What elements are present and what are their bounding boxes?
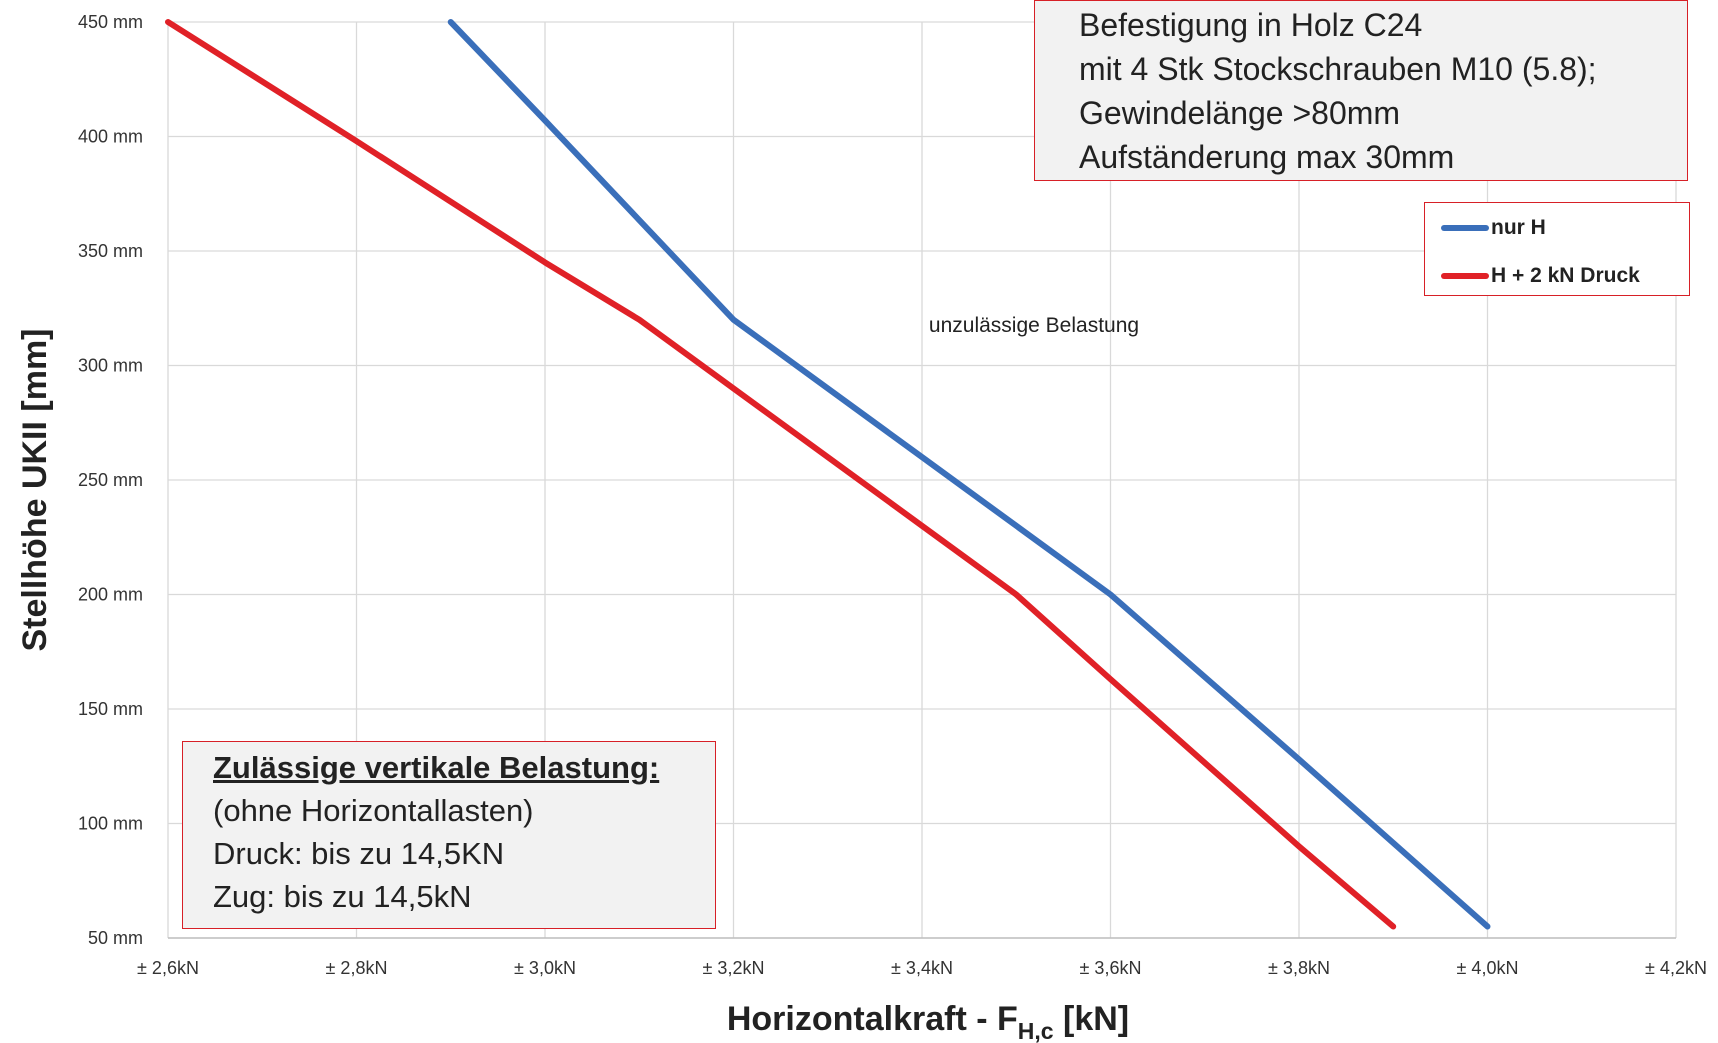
legend: nur H H + 2 kN Druck [1424,202,1690,296]
x-tick-label: ± 3,4kN [891,958,953,978]
legend-item-nur-h: nur H [1441,213,1546,243]
x-axis-ticks: ± 2,6kN ± 2,8kN ± 3,0kN ± 3,2kN ± 3,4kN ± 3,6… [137,958,1707,978]
legend-label: nur H [1491,216,1546,239]
vertical-load-line-1: (ohne Horizontallasten) [213,793,534,828]
series-line-1 [447,19,1491,930]
x-tick-label: ± 2,6kN [137,958,199,978]
x-axis-title-unit: [kN] [1054,1000,1130,1038]
y-axis-ticks: 50 mm 100 mm 150 mm 200 mm 250 mm 300 mm 350 m… [78,12,143,948]
grid-lines [167,21,1677,939]
legend-item-h-druck: H + 2 kN Druck [1441,261,1640,291]
x-axis-title-main: Horizontalkraft - F [727,1000,1018,1038]
legend-swatch-red [1441,273,1489,279]
x-tick-label: ± 3,0kN [514,958,576,978]
x-tick-label: ± 3,6kN [1080,958,1142,978]
x-tick-label: ± 4,2kN [1645,958,1707,978]
x-tick-label: ± 3,8kN [1268,958,1330,978]
vertical-load-line-2: Druck: bis zu 14,5KN [213,836,505,871]
vertical-load-box: Zulässige vertikale Belastung: (ohne Hor… [182,741,716,929]
y-tick-label: 350 mm [78,241,143,261]
info-line-4: Aufständerung max 30mm [1079,139,1455,175]
info-line-3: Gewindelänge >80mm [1079,95,1401,131]
series-lines [165,19,1491,930]
y-tick-label: 450 mm [78,12,143,32]
region-label: unzulässige Belastung [929,314,1139,337]
legend-swatch-blue [1441,225,1489,231]
legend-label: H + 2 kN Druck [1491,264,1640,287]
x-tick-label: ± 3,2kN [703,958,765,978]
info-line-2: mit 4 Stk Stockschrauben M10 (5.8); [1079,51,1597,87]
y-tick-label: 150 mm [78,699,143,719]
y-tick-label: 300 mm [78,356,143,376]
x-axis-title: Horizontalkraft - FH,c [kN] [727,1000,1129,1043]
info-line-1: Befestigung in Holz C24 [1079,7,1423,43]
y-tick-label: 50 mm [88,928,143,948]
x-tick-label: ± 2,8kN [326,958,388,978]
vertical-load-line-3: Zug: bis zu 14,5kN [213,879,472,914]
vertical-load-title: Zulässige vertikale Belastung: [213,750,660,785]
y-tick-label: 100 mm [78,814,143,834]
mounting-info-box: Befestigung in Holz C24 mit 4 Stk Stocks… [1034,0,1688,181]
y-axis-title: Stellhöhe UKII [mm] [16,328,54,651]
x-tick-label: ± 4,0kN [1457,958,1519,978]
x-axis-title-subscript: H,c [1018,1018,1054,1043]
y-tick-label: 250 mm [78,470,143,490]
y-tick-label: 200 mm [78,585,143,605]
series-line-2 [165,19,1397,930]
y-tick-label: 400 mm [78,127,143,147]
